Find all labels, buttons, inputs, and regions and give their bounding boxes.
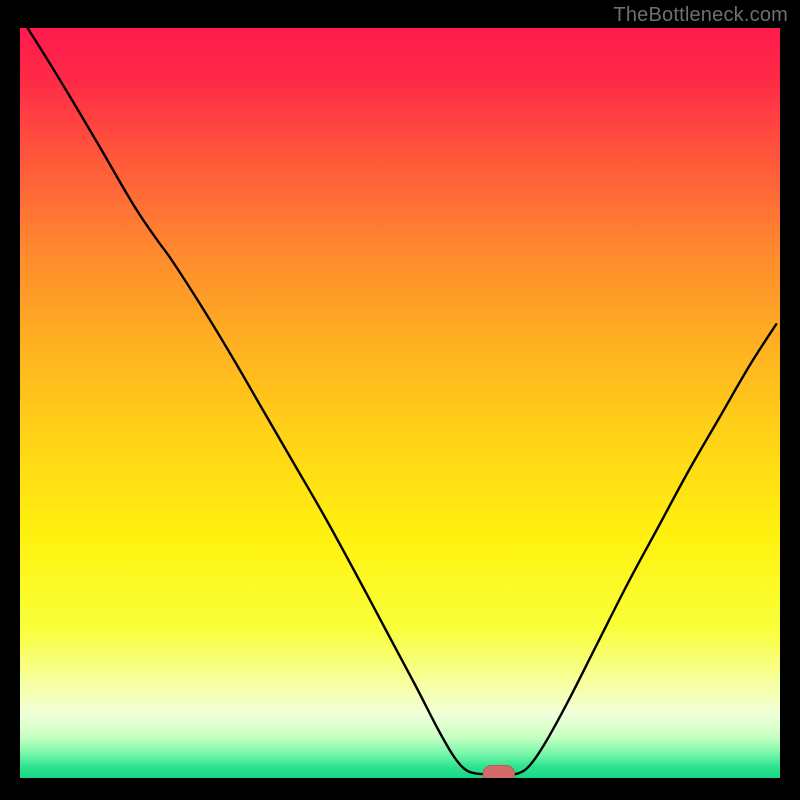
- bottleneck-chart: [20, 28, 780, 778]
- watermark-label: TheBottleneck.com: [613, 4, 788, 27]
- optimal-marker: [483, 765, 515, 778]
- gradient-background: [20, 28, 780, 778]
- chart-frame: TheBottleneck.com: [0, 0, 800, 800]
- plot-area: [20, 28, 780, 778]
